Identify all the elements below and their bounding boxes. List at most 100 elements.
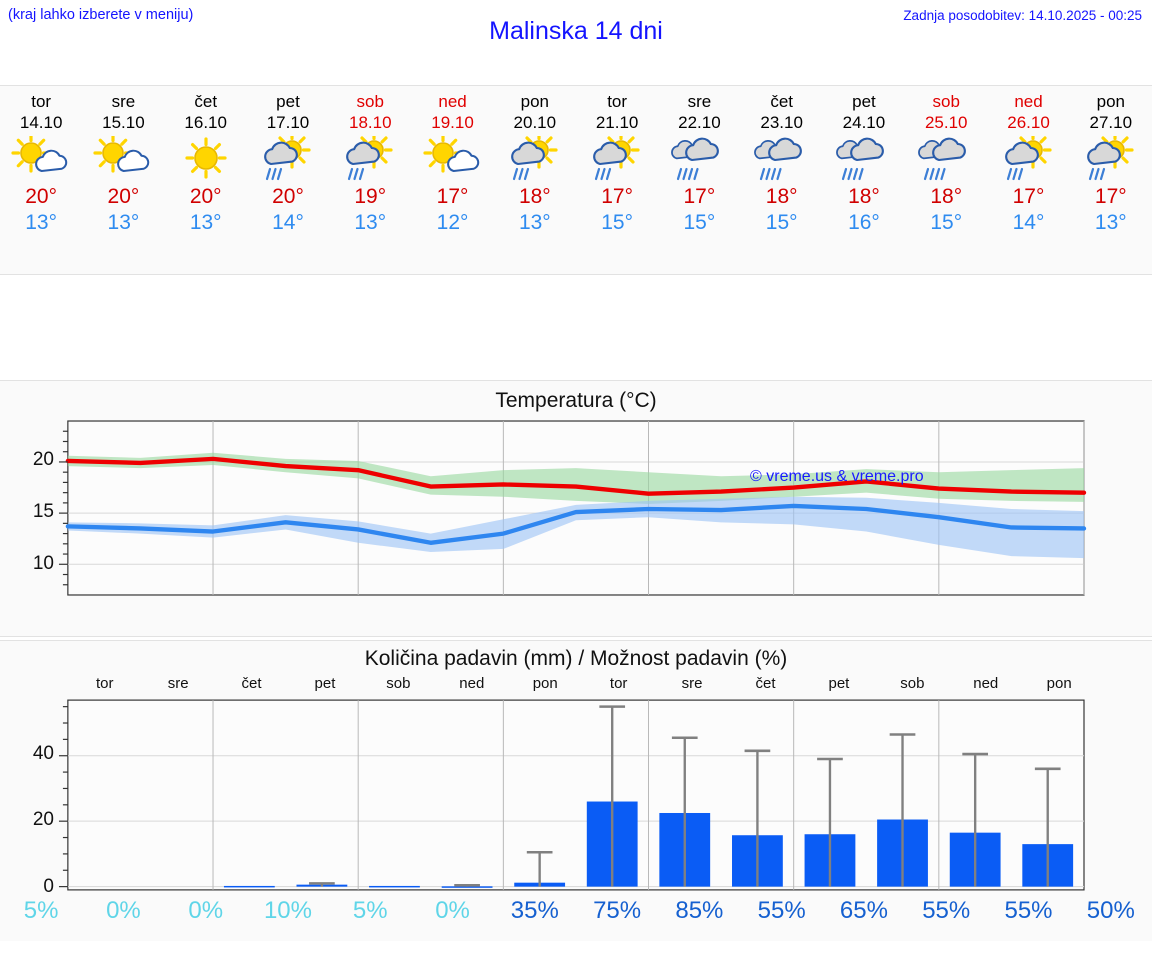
cloud-rain-icon — [663, 136, 735, 182]
day-name: čet — [770, 92, 794, 111]
day-max-temp: 20° — [107, 185, 140, 208]
day-name: tor — [607, 92, 628, 111]
day-column[interactable]: pet 24.10 18° 16° — [823, 86, 905, 274]
day-column[interactable]: sob 25.10 18° 15° — [905, 86, 987, 274]
precipitation-day-label: tor — [609, 675, 628, 692]
day-date: 14.10 — [19, 113, 63, 132]
precipitation-probability: 65% — [839, 897, 888, 924]
day-min-temp: 13° — [354, 211, 387, 234]
precipitation-y-tick: 40 — [32, 743, 54, 765]
day-max-temp: 20° — [189, 185, 222, 208]
day-column[interactable]: tor 21.10 17° 15° — [576, 86, 658, 274]
precipitation-probability: 0% — [435, 897, 470, 924]
precipitation-probability: 35% — [510, 897, 559, 924]
page-header: (kraj lahko izberete v meniju) Malinska … — [0, 0, 1152, 78]
day-column[interactable]: ned 19.10 17° 12° — [411, 86, 493, 274]
temperature-y-tick: 20 — [32, 449, 54, 471]
day-column[interactable]: pon 27.10 17° 13° — [1070, 86, 1152, 274]
day-max-temp: 17° — [601, 185, 633, 208]
day-date: 23.10 — [760, 113, 803, 132]
precipitation-day-label: ned — [973, 675, 999, 692]
day-date: 19.10 — [431, 113, 474, 132]
day-min-temp: 15° — [683, 211, 716, 234]
day-name: sre — [111, 92, 136, 111]
sun-icon — [170, 136, 242, 182]
day-max-temp: 17° — [683, 185, 716, 208]
page-title: Malinska 14 dni — [489, 17, 663, 45]
precipitation-probability-labels: 5% 0% 0% 10% 5% 0% 35% 75% 85% 55% 65% 55% 55% 50% — [0, 897, 1152, 937]
day-min-temp: 16° — [848, 211, 880, 234]
precipitation-day-label: tor — [95, 675, 114, 692]
day-column[interactable]: čet 16.10 20° 13° — [165, 86, 247, 274]
temperature-y-tick: 15 — [32, 501, 54, 523]
sun-cloud-rain-icon — [499, 136, 571, 182]
precipitation-probability: 75% — [593, 897, 642, 924]
day-name: pon — [520, 92, 550, 111]
precipitation-probability: 5% — [352, 897, 388, 924]
day-min-temp: 12° — [436, 211, 469, 234]
day-max-temp: 18° — [930, 185, 963, 208]
precipitation-probability: 0% — [188, 897, 224, 924]
precipitation-probability: 50% — [1086, 897, 1135, 924]
precipitation-day-label: čet — [241, 675, 262, 692]
day-max-temp: 19° — [354, 185, 387, 208]
day-column[interactable]: pet 17.10 20° 14° — [247, 86, 329, 274]
day-column[interactable]: ned 26.10 17° 14° — [987, 86, 1069, 274]
sun-cloud-icon — [5, 136, 77, 182]
day-date: 24.10 — [842, 113, 886, 132]
day-min-temp: 15° — [930, 211, 963, 234]
day-date: 22.10 — [678, 113, 721, 132]
precipitation-plot — [58, 699, 1096, 891]
temperature-chart-section: Temperatura (°C) 10 15 20 — [0, 380, 1152, 637]
day-min-temp: 13° — [107, 211, 140, 234]
last-updated-text: Zadnja posodobitev: 14.10.2025 - 00:25 — [903, 8, 1142, 23]
precipitation-day-label: pet — [314, 675, 336, 692]
precipitation-probability: 55% — [1004, 897, 1053, 924]
precipitation-probability: 5% — [23, 897, 59, 924]
day-min-temp: 14° — [1012, 211, 1045, 234]
precipitation-probability: 0% — [106, 897, 141, 924]
precipitation-day-labels: tor sre čet pet sob ned pon tor sre čet pet sob ned p… — [68, 675, 1096, 697]
precipitation-day-label: čet — [755, 675, 776, 692]
location-menu-hint: (kraj lahko izberete v meniju) — [8, 7, 194, 23]
precipitation-day-label: ned — [459, 675, 485, 692]
sun-cloud-rain-icon — [581, 136, 653, 182]
precipitation-probability: 55% — [757, 897, 806, 924]
sun-cloud-rain-icon — [252, 136, 324, 182]
day-date: 25.10 — [924, 113, 968, 132]
day-column[interactable]: sob 18.10 19° 13° — [329, 86, 411, 274]
day-name: tor — [31, 92, 52, 111]
temperature-chart-title: Temperatura (°C) — [495, 389, 657, 412]
day-name: pet — [852, 92, 876, 111]
day-min-temp: 13° — [25, 211, 58, 234]
precipitation-day-label: sre — [167, 675, 189, 692]
day-column[interactable]: pon 20.10 18° 13° — [494, 86, 576, 274]
day-date: 21.10 — [595, 113, 639, 132]
sun-cloud-rain-icon — [1075, 136, 1147, 182]
day-date: 18.10 — [348, 113, 392, 132]
day-column[interactable]: tor 14.10 20° 13° — [0, 86, 82, 274]
day-column[interactable]: čet 23.10 18° 15° — [741, 86, 823, 274]
day-min-temp: 13° — [518, 211, 551, 234]
precipitation-day-label: sob — [386, 675, 411, 692]
day-column[interactable]: sre 22.10 17° 15° — [658, 86, 740, 274]
sun-cloud-rain-icon — [334, 136, 406, 182]
precipitation-day-label: pet — [828, 675, 850, 692]
day-name: sob — [932, 92, 960, 111]
temperature-plot — [58, 420, 1096, 596]
day-max-temp: 18° — [848, 185, 880, 208]
day-date: 15.10 — [102, 113, 145, 132]
precipitation-day-label: pon — [1046, 675, 1072, 692]
day-min-temp: 13° — [1094, 211, 1127, 234]
day-min-temp: 14° — [272, 211, 304, 234]
sun-cloud-rain-icon — [993, 136, 1065, 182]
day-column[interactable]: sre 15.10 20° 13° — [82, 86, 164, 274]
day-date: 20.10 — [513, 113, 557, 132]
cloud-rain-icon — [746, 136, 818, 182]
precipitation-chart-title: Količina padavin (mm) / Možnost padavin … — [364, 647, 788, 670]
day-max-temp: 17° — [1094, 185, 1127, 208]
copyright-watermark: © vreme.us & vreme.pro — [750, 468, 924, 485]
day-date: 17.10 — [266, 113, 310, 132]
day-date: 27.10 — [1089, 113, 1133, 132]
precipitation-day-label: sre — [681, 675, 703, 692]
